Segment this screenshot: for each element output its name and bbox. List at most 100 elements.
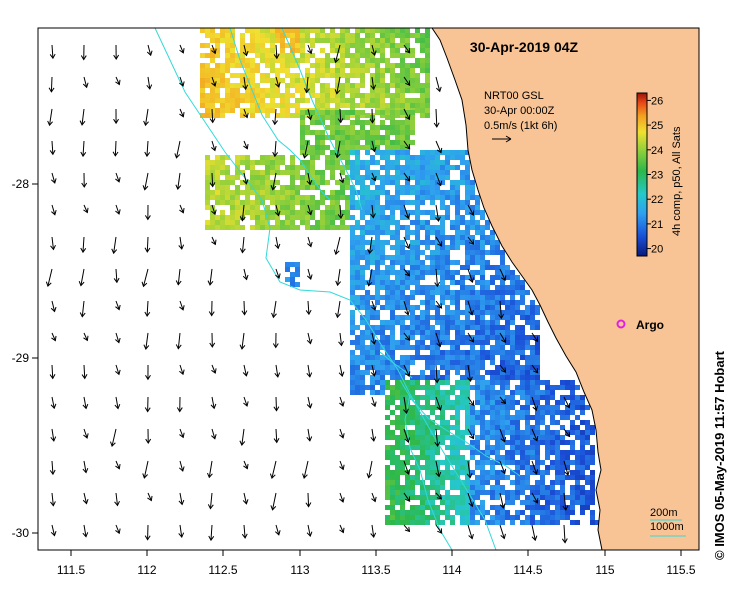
sst-cell [290,78,295,83]
sst-cell [365,315,370,320]
sst-cell [395,195,400,200]
sst-cell [450,290,455,295]
sst-cell [425,270,430,275]
sst-cell [555,510,560,515]
sst-cell [480,460,485,465]
sst-cell [425,68,430,73]
sst-cell [280,28,285,33]
sst-cell [425,505,430,510]
sst-cell [435,480,440,485]
sst-cell [400,125,405,130]
sst-cell [550,420,555,425]
sst-cell [345,88,350,93]
sst-cell [460,320,465,325]
sst-cell [495,245,500,250]
sst-cell [270,58,275,63]
sst-cell [340,88,345,93]
sst-cell [430,270,435,275]
sst-cell [575,485,580,490]
sst-cell [465,310,470,315]
sst-cell [535,445,540,450]
sst-cell [395,440,400,445]
sst-cell [375,43,380,48]
sst-cell [475,250,480,255]
sst-cell [385,280,390,285]
sst-cell [205,205,210,210]
sst-cell [460,280,465,285]
sst-cell [235,170,240,175]
sst-cell [285,28,290,33]
sst-cell [205,165,210,170]
current-arrow [370,428,377,442]
sst-cell [560,465,565,470]
sst-cell [445,470,450,475]
sst-cell [485,370,490,375]
sst-cell [410,505,415,510]
sst-cell [380,58,385,63]
sst-cell [400,265,405,270]
current-arrow [304,76,310,94]
sst-cell [550,405,555,410]
sst-cell [410,430,415,435]
sst-cell [465,425,470,430]
sst-cell [490,335,495,340]
sst-cell [475,495,480,500]
sst-cell [510,305,515,310]
sst-cell [390,205,395,210]
sst-cell [400,405,405,410]
sst-cell [360,68,365,73]
sst-cell [365,210,370,215]
sst-cell [380,380,385,385]
sst-cell [490,265,495,270]
sst-cell [395,345,400,350]
sst-cell [585,500,590,505]
sst-cell [360,48,365,53]
sst-cell [395,385,400,390]
sst-cell [475,270,480,275]
sst-cell [500,300,505,305]
sst-cell [385,180,390,185]
sst-cell [520,490,525,495]
sst-cell [400,205,405,210]
sst-cell [450,270,455,275]
current-legend-time: 30-Apr 00:00Z [484,105,555,117]
sst-cell [455,430,460,435]
sst-cell [585,450,590,455]
sst-cell [235,58,240,63]
sst-cell [395,370,400,375]
sst-cell [430,225,435,230]
sst-cell [320,150,325,155]
sst-cell [505,515,510,520]
sst-cell [300,28,305,33]
sst-cell [230,63,235,68]
sst-cell [505,430,510,435]
sst-cell [460,490,465,495]
sst-cell [500,250,505,255]
sst-cell [545,490,550,495]
sst-cell [415,375,420,380]
sst-cell [420,420,425,425]
sst-cell [495,435,500,440]
sst-cell [545,380,550,385]
sst-cell [425,465,430,470]
sst-cell [495,290,500,295]
current-arrow [403,236,411,250]
sst-cell [455,155,460,160]
sst-cell [570,410,575,415]
sst-cell [430,410,435,415]
sst-cell [505,335,510,340]
sst-cell [465,475,470,480]
sst-cell [215,185,220,190]
sst-cell [465,355,470,360]
sst-cell [510,495,515,500]
sst-cell [465,185,470,190]
sst-cell [470,340,475,345]
sst-cell [330,135,335,140]
sst-cell [550,435,555,440]
sst-cell [350,235,355,240]
sst-cell [340,43,345,48]
sst-cell [420,505,425,510]
sst-cell [205,28,210,33]
sst-cell [240,98,245,103]
